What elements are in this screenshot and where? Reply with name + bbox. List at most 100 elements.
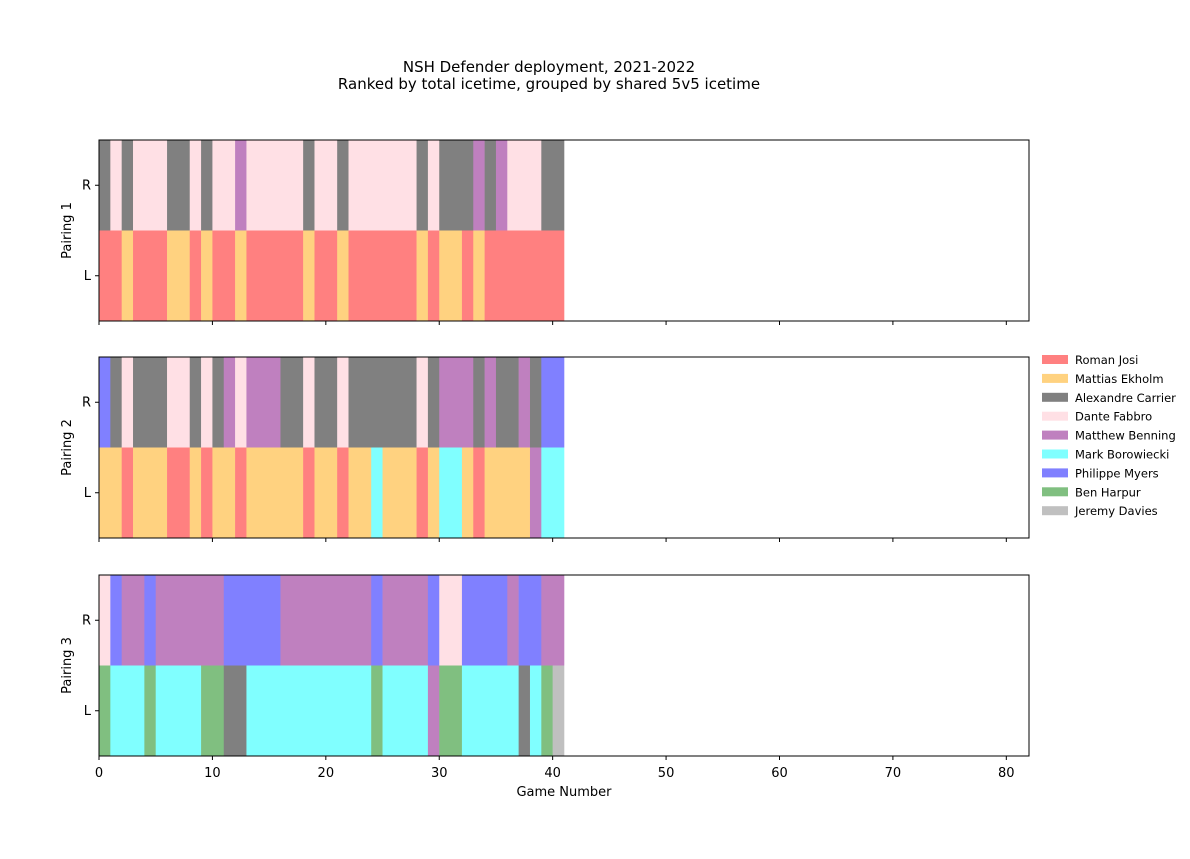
segment-R (280, 575, 372, 666)
y-tick-label: L (84, 704, 92, 719)
axes-frame (98, 139, 1030, 322)
segment-R (99, 140, 111, 231)
segment-R (201, 357, 213, 448)
segment-L (99, 230, 122, 321)
segment-R (121, 575, 145, 666)
y-axis-label: Pairing 1 (60, 202, 75, 259)
segment-R (189, 140, 202, 231)
segment-L (382, 447, 417, 538)
segment-R (280, 357, 304, 448)
legend-swatch (1042, 487, 1068, 497)
segment-L (144, 665, 157, 756)
segment-L (518, 665, 531, 756)
chart-title: NSH Defender deployment, 2021-2022 (403, 58, 695, 76)
segment-L (348, 230, 417, 321)
axes-frame (98, 356, 1030, 539)
x-tick-label: 20 (318, 766, 335, 781)
segment-L (314, 447, 338, 538)
axes-frame (98, 574, 1030, 757)
legend-label: Mattias Ekholm (1075, 372, 1164, 386)
segment-L (99, 447, 122, 538)
segment-R (246, 357, 281, 448)
legend-swatch (1042, 430, 1068, 440)
legend-swatch (1042, 411, 1068, 421)
segment-L (541, 665, 553, 756)
segment-R (167, 357, 191, 448)
y-tick-label: R (82, 395, 91, 410)
segment-R (212, 357, 225, 448)
segment-R (439, 575, 463, 666)
segment-L (439, 447, 463, 538)
legend-label: Philippe Myers (1075, 466, 1159, 480)
legend-swatch (1042, 449, 1068, 459)
segment-L (303, 230, 315, 321)
segment-R (461, 575, 508, 666)
x-axis-label: Game Number (516, 785, 612, 800)
segment-R (235, 140, 247, 231)
segment-L (552, 665, 565, 756)
legend-swatch (1042, 355, 1068, 364)
segment-R (110, 357, 122, 448)
segment-L (371, 447, 383, 538)
legend-swatch (1042, 373, 1068, 383)
segment-R (348, 140, 417, 231)
segment-L (427, 665, 440, 756)
segment-L (337, 447, 349, 538)
legend: Roman Josi Mattias Ekholm Alexandre Carrie… (1042, 353, 1176, 518)
segment-R (541, 140, 565, 231)
segment-R (348, 357, 417, 448)
segment-R (439, 140, 474, 231)
chart-subtitle: Ranked by total icetime, grouped by shar… (338, 75, 760, 93)
segment-L (461, 665, 519, 756)
segment-R (518, 575, 542, 666)
segment-R (541, 357, 565, 448)
segment-L (529, 665, 542, 756)
segment-R (223, 575, 281, 666)
segment-R (155, 575, 225, 666)
segment-L (303, 447, 315, 538)
segment-L (337, 230, 349, 321)
y-tick-label: L (84, 269, 92, 284)
y-tick-label: R (82, 613, 91, 628)
segment-R (518, 357, 531, 448)
segment-R (121, 140, 134, 231)
segment-L (461, 447, 474, 538)
segment-R (439, 357, 474, 448)
segment-R (314, 357, 338, 448)
panel-3: R L Pairing 3 0 10 20 30 40 50 60 70 80 (60, 574, 1030, 781)
segment-L (246, 230, 304, 321)
segment-L (484, 447, 531, 538)
legend-label: Matthew Benning (1075, 429, 1176, 443)
segment-L (167, 447, 191, 538)
segment-R (541, 575, 565, 666)
segment-R (484, 140, 497, 231)
legend-swatch (1042, 468, 1068, 478)
segment-L (348, 447, 372, 538)
panel-2: R L Pairing 2 (60, 356, 1030, 542)
segment-L (473, 230, 485, 321)
segment-R (416, 140, 429, 231)
y-axis-label: Pairing 2 (60, 419, 75, 476)
segment-R (484, 357, 497, 448)
segment-L (439, 230, 463, 321)
segment-R (507, 575, 519, 666)
segment-R (382, 575, 429, 666)
legend-label: Jeremy Davies (1074, 504, 1158, 518)
segment-L (439, 665, 463, 756)
y-tick-label: R (82, 178, 91, 193)
segment-L (223, 665, 247, 756)
legend-label: Dante Fabbro (1075, 410, 1152, 424)
y-axis-label: Pairing 3 (60, 637, 75, 694)
segment-R (121, 357, 134, 448)
segment-L (99, 665, 111, 756)
segment-L (212, 230, 236, 321)
segment-L (484, 230, 565, 321)
segment-R (133, 357, 168, 448)
segment-R (473, 140, 485, 231)
segment-L (529, 447, 542, 538)
x-tick-label: 60 (771, 766, 788, 781)
segment-R (167, 140, 191, 231)
legend-label: Alexandre Carrier (1075, 391, 1176, 405)
x-tick-label: 10 (204, 766, 221, 781)
